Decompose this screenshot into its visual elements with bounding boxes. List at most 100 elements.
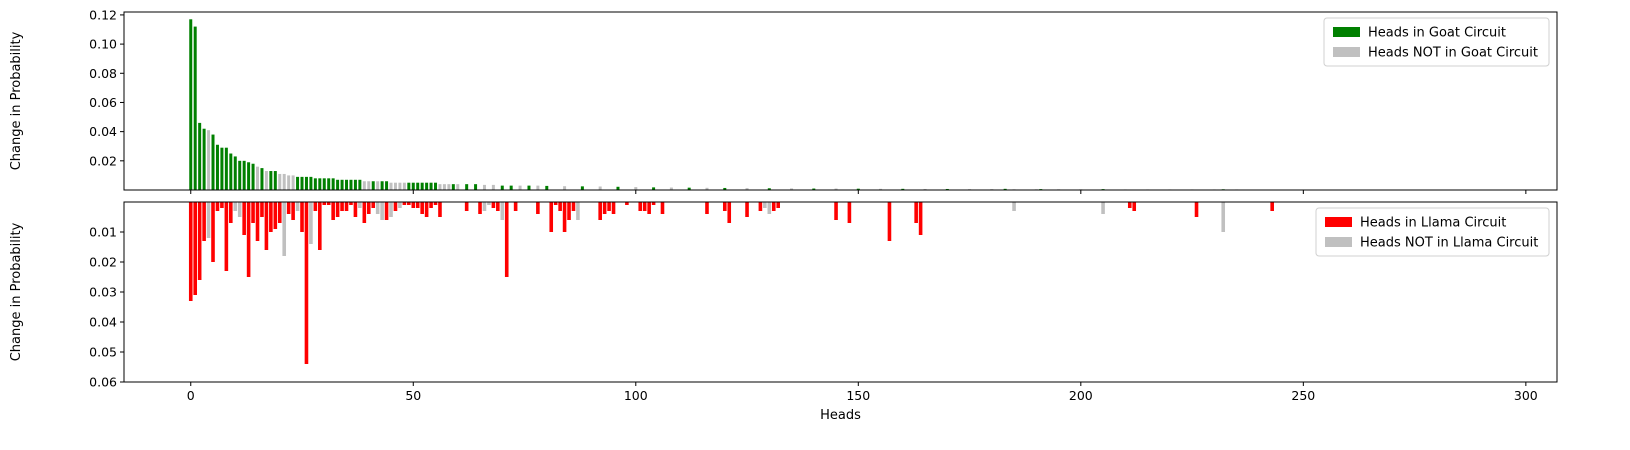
bar-in-circuit-73 [513,202,518,211]
x-tick-label: 300 [1514,388,1538,403]
bar-in-circuit-226 [1194,202,1199,217]
bar-in-circuit-31 [327,178,331,190]
bar-in-circuit-14 [251,202,255,223]
bar-in-circuit-19 [273,171,277,190]
y-tick-label: 0.06 [89,95,117,110]
x-tick-label: 100 [624,388,648,403]
bar-in-circuit-84 [562,202,567,232]
bar-not-in-circuit-58 [447,184,451,190]
bar-in-circuit-28 [313,202,318,211]
bar-in-circuit-1 [193,202,197,295]
bar-in-circuit-2 [198,122,202,190]
bar-in-circuit-51 [416,182,420,190]
x-tick-label: 250 [1291,388,1315,403]
bar-in-circuit-36 [349,202,353,205]
bar-not-in-circuit-39 [362,181,366,190]
bar-in-circuit-85 [567,202,571,220]
bar-in-circuit-64 [474,184,478,190]
x-axis-label: Heads [820,408,861,423]
bar-in-circuit-56 [438,202,442,217]
bar-not-in-circuit-87 [576,202,580,220]
bar-in-circuit-157 [887,202,892,241]
bar-in-circuit-112 [687,187,691,190]
bar-in-circuit-22 [286,202,291,214]
bar-in-circuit-51 [415,202,420,208]
bar-in-circuit-183 [1003,188,1007,190]
bar-in-circuit-28 [313,178,317,190]
bar-in-circuit-26 [304,202,309,364]
bar-in-circuit-131 [771,202,776,211]
bar-not-in-circuit-47 [398,202,402,208]
bar-in-circuit-62 [465,184,469,190]
bar-in-circuit-7 [220,202,224,208]
bar-in-circuit-49 [407,182,411,190]
bar-not-in-circuit-70 [500,202,505,220]
bar-in-circuit-52 [420,202,424,214]
bar-in-circuit-132 [776,202,780,208]
bar-in-circuit-96 [616,186,620,190]
bar-in-circuit-43 [380,181,384,190]
bar-in-circuit-72 [509,185,513,190]
legend-entry: Heads in Llama Circuit [1360,216,1506,231]
bar-in-circuit-106 [660,202,665,214]
bar-in-circuit-39 [362,202,367,223]
bar-in-circuit-103 [647,202,651,214]
bar-not-in-circuit-4 [206,202,211,238]
bar-not-in-circuit-45 [389,182,393,190]
bar-in-circuit-130 [767,188,771,190]
bar-in-circuit-34 [340,179,344,190]
bar-in-circuit-6 [215,202,220,211]
bar-in-circuit-88 [580,186,584,190]
legend-box [1315,207,1550,257]
bar-in-circuit-3 [202,128,206,190]
bar-in-circuit-81 [549,202,554,232]
bar-in-circuit-26 [304,176,308,190]
bar-not-in-circuit-155 [879,188,883,190]
bar-in-circuit-17 [264,202,269,250]
bar-not-in-circuit-145 [834,188,838,190]
bar-in-circuit-80 [545,185,549,190]
bar-not-in-circuit-4 [207,130,211,190]
bar-not-in-circuit-21 [282,173,286,190]
bars [188,202,1274,364]
bar-not-in-circuit-92 [598,186,602,190]
bar-in-circuit-70 [500,185,504,190]
bar-in-circuit-41 [371,202,376,208]
bar-not-in-circuit-21 [282,202,287,256]
bar-in-circuit-55 [433,202,438,205]
bar-in-circuit-53 [424,202,429,217]
bar-in-circuit-71 [504,202,509,277]
bar-in-circuit-30 [322,178,326,190]
bar-not-in-circuit-135 [790,188,794,190]
bar-not-in-circuit-129 [763,202,767,208]
plot-frame [123,11,1558,191]
bar-in-circuit-128 [758,202,763,211]
legend-swatch [1325,217,1352,227]
bar-in-circuit-53 [425,182,429,190]
y-tick-label: 0.02 [89,153,117,168]
y-tick-label: 0.03 [89,285,117,300]
bar-not-in-circuit-74 [518,185,522,190]
bar-in-circuit-25 [300,176,304,190]
bar-not-in-circuit-232 [1221,202,1226,232]
bar-not-in-circuit-125 [745,188,749,190]
bar-not-in-circuit-67 [487,202,491,205]
bar-in-circuit-83 [558,202,562,211]
bar-in-circuit-9 [229,153,233,190]
bar-in-circuit-62 [464,202,469,211]
bar-not-in-circuit-60 [456,184,460,190]
bar-in-circuit-8 [224,147,228,190]
bar-not-in-circuit-66 [482,202,487,211]
bar-not-in-circuit-46 [393,182,397,190]
bar-in-circuit-148 [847,202,852,223]
bar-not-in-circuit-38 [358,202,362,208]
bar-in-circuit-98 [625,202,629,205]
bar-in-circuit-19 [273,202,278,229]
bar-in-circuit-150 [856,188,860,190]
bar-in-circuit-35 [344,202,349,211]
bar-in-circuit-54 [429,202,433,208]
bar-in-circuit-120 [723,187,727,190]
bar-not-in-circuit-42 [375,202,380,214]
bar-not-in-circuit-45 [389,202,393,217]
bar-in-circuit-23 [291,202,295,220]
